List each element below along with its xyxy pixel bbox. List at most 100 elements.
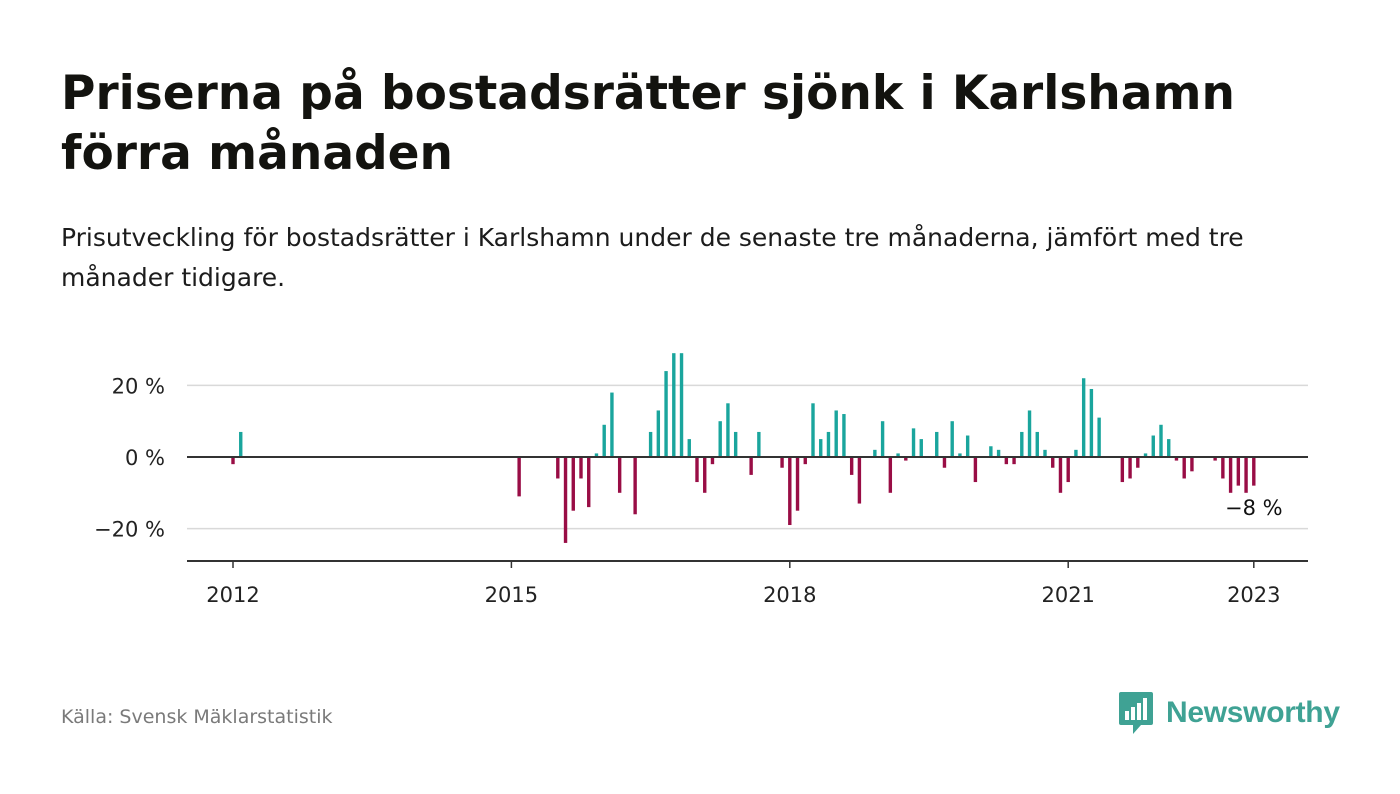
newsworthy-logo-icon xyxy=(1119,692,1153,734)
source-note: Källa: Svensk Mäklarstatistik xyxy=(61,706,333,728)
bar xyxy=(1027,410,1032,457)
brand-name: Newsworthy xyxy=(1166,696,1340,729)
bar xyxy=(1089,388,1094,457)
bar xyxy=(733,431,738,457)
bar xyxy=(1066,457,1070,483)
bar xyxy=(633,457,637,515)
bar xyxy=(849,457,854,475)
bar xyxy=(1012,457,1016,465)
chart-subtitle: Prisutveckling för bostadsrätter i Karls… xyxy=(61,223,1244,292)
bar xyxy=(1228,457,1233,493)
bar xyxy=(556,457,560,479)
y-tick-label: −20 % xyxy=(94,518,165,542)
x-tick-label: 2021 xyxy=(1041,583,1094,607)
bar xyxy=(834,410,838,457)
bar xyxy=(749,457,753,475)
x-tick-label: 2023 xyxy=(1227,583,1280,607)
y-tick-label: 20 % xyxy=(112,374,165,398)
x-tick-label: 2012 xyxy=(206,583,259,607)
bar xyxy=(1074,449,1078,457)
chart-title: Priserna på bostadsrätter sjönk i Karlsh… xyxy=(61,66,1235,181)
bar xyxy=(587,457,591,508)
bar xyxy=(819,439,823,457)
x-tick-label: 2018 xyxy=(763,583,816,607)
bar xyxy=(726,403,730,457)
bar xyxy=(664,371,668,457)
y-tick-label: 0 % xyxy=(125,446,165,470)
bar xyxy=(1051,457,1055,468)
bar xyxy=(571,457,575,511)
bar xyxy=(610,392,614,457)
bar xyxy=(904,457,908,461)
bar xyxy=(1159,424,1163,457)
bar xyxy=(648,431,653,457)
bar xyxy=(703,457,707,493)
bar xyxy=(679,353,684,457)
bar xyxy=(656,410,661,457)
bar xyxy=(231,457,235,465)
bar xyxy=(1097,417,1101,457)
bar xyxy=(1190,457,1194,472)
bar xyxy=(996,449,1001,457)
bar xyxy=(1004,457,1009,465)
bar xyxy=(687,439,691,457)
bar xyxy=(958,453,962,457)
bar xyxy=(888,457,893,493)
newsworthy-logo: Newsworthy xyxy=(1118,689,1340,737)
bar xyxy=(942,457,947,468)
last-value-label: −8 % xyxy=(1225,496,1283,520)
bar xyxy=(842,414,846,457)
bar xyxy=(1252,457,1256,486)
bar xyxy=(1213,457,1217,461)
bar xyxy=(1120,457,1125,483)
bar xyxy=(1128,457,1132,479)
bar xyxy=(780,457,784,468)
bar xyxy=(718,421,722,457)
bar xyxy=(517,457,521,497)
bar xyxy=(617,457,622,493)
bar xyxy=(896,453,900,457)
bar xyxy=(935,431,939,457)
bar xyxy=(1136,457,1140,468)
bar xyxy=(1174,457,1179,461)
bar xyxy=(1035,431,1039,457)
bar xyxy=(973,457,978,483)
bar xyxy=(239,431,243,457)
bar xyxy=(602,424,606,457)
bar xyxy=(672,353,676,457)
bar xyxy=(911,428,916,457)
bar xyxy=(1244,457,1248,493)
bar xyxy=(1081,378,1086,457)
bar xyxy=(989,446,993,457)
bar xyxy=(1058,457,1063,493)
bar xyxy=(757,431,761,457)
bar xyxy=(857,457,862,504)
bar xyxy=(695,457,699,483)
bar xyxy=(965,435,970,457)
bar xyxy=(950,421,954,457)
bar xyxy=(710,457,715,465)
bar xyxy=(919,439,923,457)
bar xyxy=(803,457,807,465)
axes xyxy=(187,456,1308,562)
annotations: −8 % xyxy=(1225,496,1283,520)
bar xyxy=(1143,453,1148,457)
bar xyxy=(788,457,792,526)
bar xyxy=(1236,457,1241,486)
bar xyxy=(594,453,599,457)
bar xyxy=(1167,439,1171,457)
bars xyxy=(231,353,1256,543)
bar xyxy=(826,431,831,457)
x-axis-ticks: 2012 2015 2018 2021 2023 xyxy=(206,561,1281,607)
bar xyxy=(1043,449,1047,457)
bar xyxy=(873,449,877,457)
bar xyxy=(1221,457,1225,479)
bar xyxy=(563,457,568,543)
bar xyxy=(1020,431,1024,457)
grid-lines xyxy=(187,384,1308,530)
bar xyxy=(795,457,800,511)
bar xyxy=(1151,435,1155,457)
x-tick-label: 2015 xyxy=(485,583,538,607)
bar xyxy=(579,457,583,479)
